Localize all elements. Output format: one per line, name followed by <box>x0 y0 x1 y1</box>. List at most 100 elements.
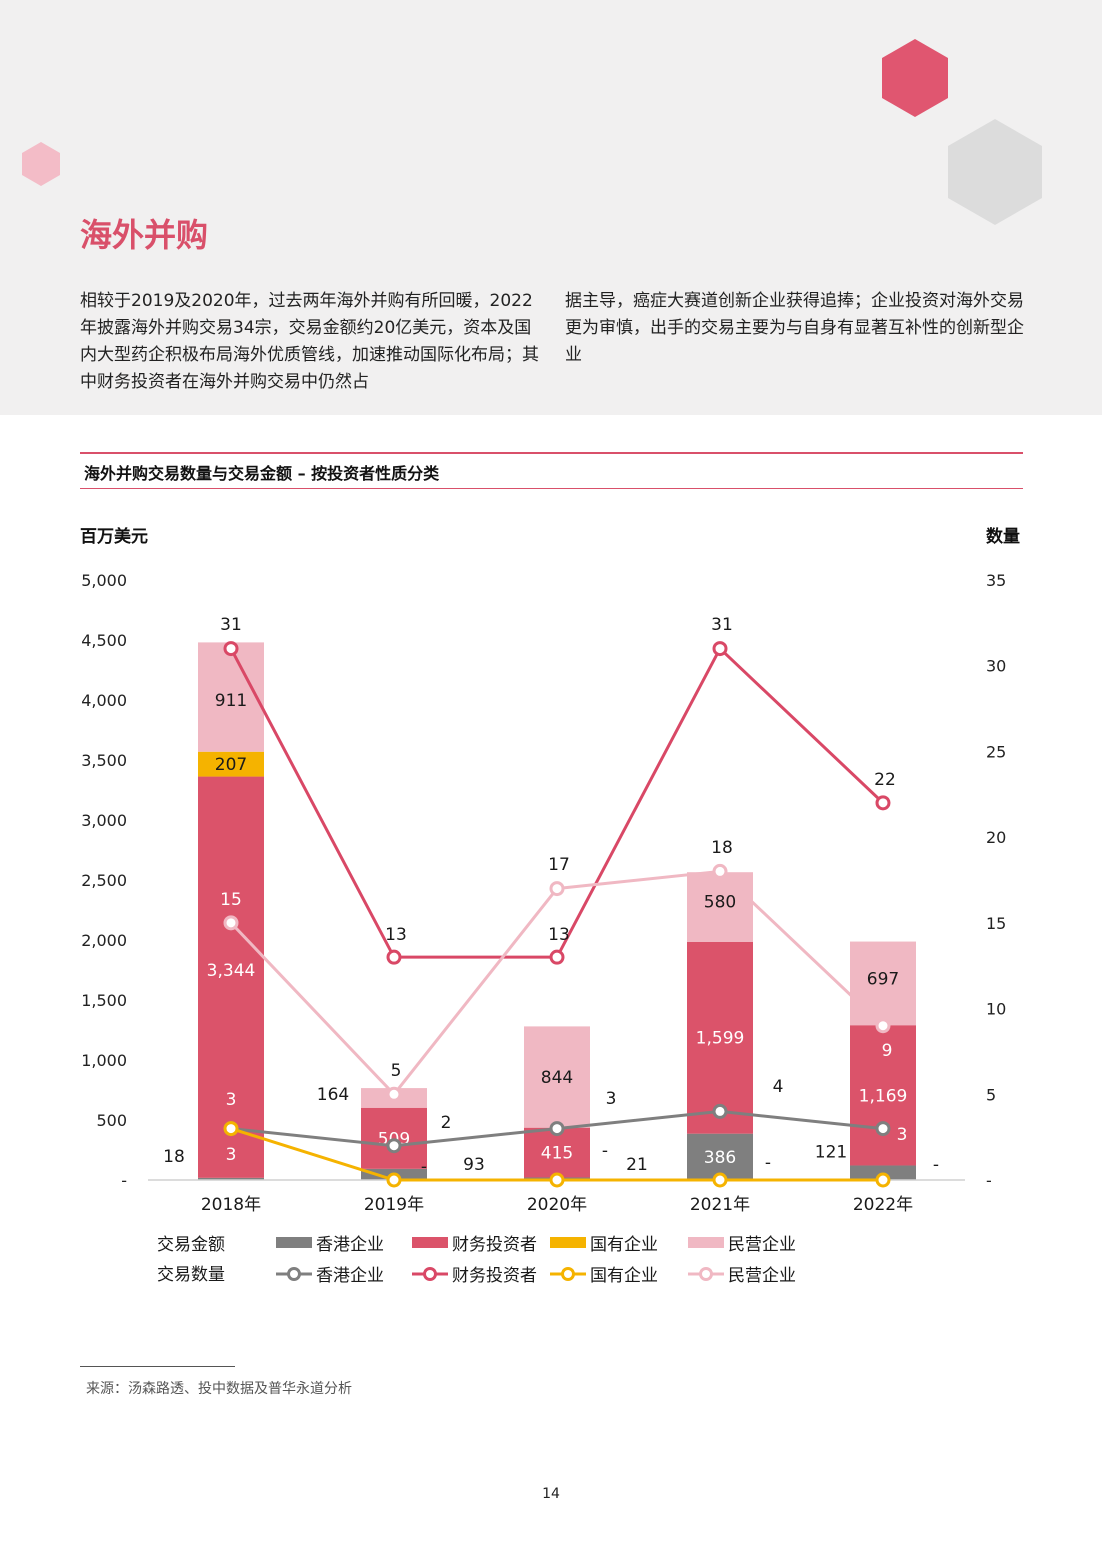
decor-hex-pink <box>22 142 60 186</box>
legend-amount-name: 民营企业 <box>728 1235 796 1255</box>
left-tick-label: 4,500 <box>81 631 127 650</box>
count-value-label-private: 15 <box>220 890 242 910</box>
count-point-hk <box>386 1138 402 1154</box>
bar-segment-hk <box>198 1177 264 1180</box>
bar-value-label-state: 207 <box>215 755 247 775</box>
right-tick-label: 5 <box>986 1085 996 1104</box>
source-note: 来源：汤森路透、投中数据及普华永道分析 <box>86 1381 352 1397</box>
count-point-state <box>386 1172 402 1188</box>
legend-count-name: 民营企业 <box>728 1266 796 1286</box>
section-title: 海外并购 <box>80 216 209 254</box>
bar-value-label-private: 697 <box>867 969 899 989</box>
bar-segment-private <box>524 1026 590 1128</box>
legend-marker-financial <box>423 1267 437 1281</box>
count-point-private <box>875 1018 891 1034</box>
count-value-label-financial: 13 <box>548 925 570 945</box>
bar-value-label-private: 911 <box>215 691 247 711</box>
count-value-label-private: 17 <box>548 855 570 875</box>
count-point-financial <box>386 949 402 965</box>
left-tick-label: 1,000 <box>81 1051 127 1070</box>
decor-hex-grey <box>948 119 1042 225</box>
legend-marker-state <box>561 1267 575 1281</box>
bar-value-label-hk: 93 <box>463 1155 485 1175</box>
count-value-label-hk: 3 <box>226 1090 237 1110</box>
legend-amount-label: 交易金额 <box>157 1235 225 1255</box>
count-point-private <box>223 915 239 931</box>
bar-segment-private <box>687 872 753 942</box>
bar-value-label-financial: 1,599 <box>696 1029 745 1049</box>
count-value-label-state: 3 <box>226 1145 237 1165</box>
right-tick-label: 20 <box>986 828 1006 847</box>
bar-segment-financial <box>850 1025 916 1166</box>
hex-grey-shape <box>948 119 1042 225</box>
count-value-label-financial: 31 <box>711 615 733 635</box>
count-point-financial <box>875 795 891 811</box>
hex-red-shape <box>882 39 948 117</box>
left-tick-label: - <box>121 1171 127 1190</box>
bar-segment-private <box>198 642 264 752</box>
combo-chart: - 500 1,000 1,500 2,000 2,500 3,000 3,500 4,000 4… <box>81 571 1006 1286</box>
left-tick-label: 5,000 <box>81 571 127 590</box>
intro-paragraph-left: 相较于2019及2020年，过去两年海外并购有所回暖，2022年披露海外并购交易… <box>80 291 539 392</box>
legend-marker-private <box>699 1267 713 1281</box>
legend-marker-hk <box>287 1267 301 1281</box>
right-tick-label: - <box>986 1171 992 1190</box>
legend-count-name: 国有企业 <box>590 1266 658 1286</box>
count-value-label-financial: 31 <box>220 615 242 635</box>
right-axis-label: 数量 <box>986 527 1020 547</box>
count-point-private <box>549 881 565 897</box>
bar-segment-financial <box>198 776 264 1178</box>
legend-swatch-state <box>550 1237 586 1248</box>
chart-title-bar: 海外并购交易数量与交易金额 – 按投资者性质分类 <box>80 452 1023 489</box>
count-value-label-hk: 4 <box>773 1077 784 1097</box>
legend-amount-name: 财务投资者 <box>452 1235 537 1255</box>
count-point-financial <box>223 641 239 657</box>
right-tick-label: 10 <box>986 1000 1006 1019</box>
x-category-label: 2022年 <box>853 1195 913 1215</box>
bar-value-label-hk: 386 <box>704 1148 736 1168</box>
legend-swatch-financial <box>412 1237 448 1248</box>
bar-value-label-financial: 3,344 <box>207 961 256 981</box>
count-value-label-financial: 22 <box>874 770 896 790</box>
hex-pink-shape <box>22 142 60 186</box>
bar-value-label-private: 844 <box>541 1068 573 1088</box>
x-category-label: 2020年 <box>527 1195 587 1215</box>
right-tick-label: 35 <box>986 571 1006 590</box>
left-tick-label: 3,000 <box>81 811 127 830</box>
bar-value-label-state: - <box>602 1141 608 1161</box>
legend-amount-name: 香港企业 <box>316 1235 384 1255</box>
left-tick-label: 4,000 <box>81 691 127 710</box>
count-value-label-private: 18 <box>711 838 733 858</box>
right-tick-label: 15 <box>986 914 1006 933</box>
count-value-label-hk: 3 <box>606 1089 617 1109</box>
count-value-label-private: 9 <box>882 1041 893 1061</box>
legend-amount-name: 国有企业 <box>590 1235 658 1255</box>
bar-value-label-financial: 415 <box>541 1144 573 1164</box>
count-point-private <box>386 1086 402 1102</box>
bar-segment-private <box>850 941 916 1026</box>
left-tick-label: 3,500 <box>81 751 127 770</box>
bar-value-label-state: - <box>765 1153 771 1173</box>
count-value-label-hk: 3 <box>897 1125 908 1145</box>
legend-swatch-private <box>688 1237 724 1248</box>
bar-value-label-hk: 18 <box>163 1147 185 1167</box>
bar-value-label-state: - <box>421 1157 427 1177</box>
count-point-hk <box>549 1121 565 1137</box>
count-point-state <box>712 1172 728 1188</box>
intro-paragraph-right: 据主导，癌症大赛道创新企业获得追捧；企业投资对海外交易更为审慎，出手的交易主要为… <box>565 291 1024 365</box>
legend-count-label: 交易数量 <box>157 1265 225 1285</box>
page-number: 14 <box>542 1486 560 1502</box>
count-value-label-hk: 2 <box>441 1113 452 1133</box>
source-rule <box>80 1366 235 1367</box>
left-tick-label: 500 <box>96 1111 127 1130</box>
x-category-label: 2019年 <box>364 1195 424 1215</box>
bar-value-label-state: - <box>933 1155 939 1175</box>
count-point-state <box>875 1172 891 1188</box>
bar-value-label-hk: 21 <box>626 1155 648 1175</box>
count-point-state <box>223 1121 239 1137</box>
x-category-label: 2021年 <box>690 1195 750 1215</box>
count-value-label-private: 5 <box>391 1061 402 1081</box>
bar-value-label-private: 580 <box>704 893 736 913</box>
left-axis-label: 百万美元 <box>80 527 148 547</box>
x-category-label: 2018年 <box>201 1195 261 1215</box>
